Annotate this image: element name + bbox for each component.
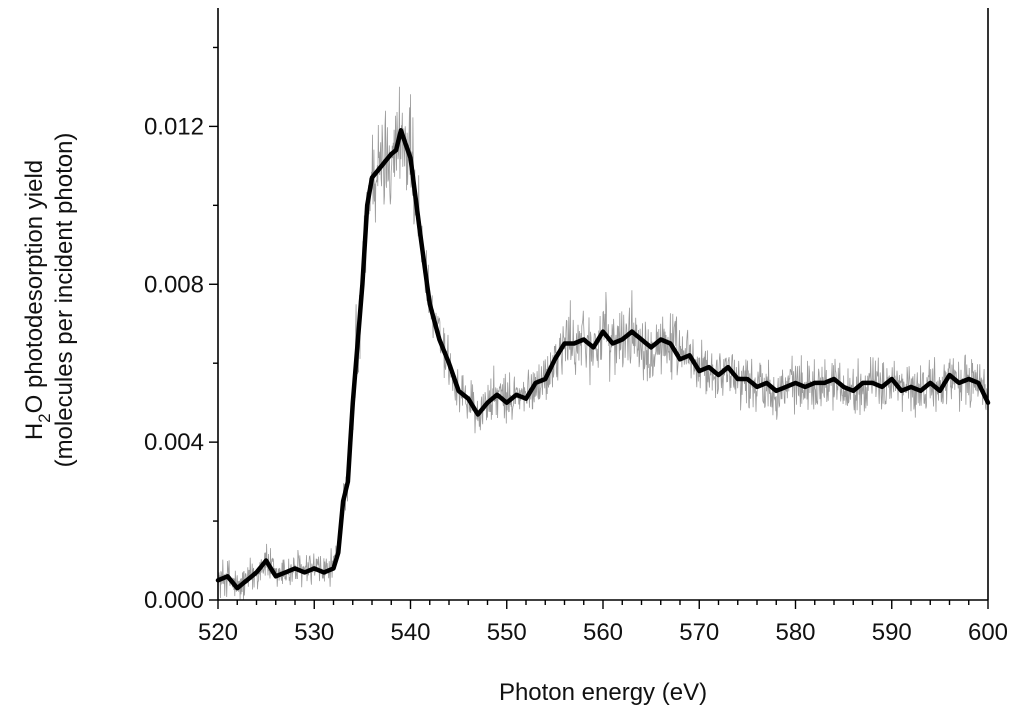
plot-frame [217, 8, 989, 601]
y-tick-label: 0.000 [144, 587, 204, 614]
y-axis-title-prefix: H [21, 423, 48, 440]
y-axis-title-subscript: 2 [35, 413, 54, 422]
y-axis-title-suffix: O photodesorption yield [21, 160, 48, 414]
x-tick-label: 570 [679, 619, 719, 646]
x-axis-title: Photon energy (eV) [499, 679, 707, 706]
smoothed-data-series [215, 128, 991, 591]
y-axis-title: H2O photodesorption yield (molecules per… [21, 133, 78, 468]
svg-text:H2O photodesorption yield: H2O photodesorption yield [21, 160, 54, 440]
y-tick-label: 0.004 [144, 429, 204, 456]
x-tick-label: 530 [294, 619, 334, 646]
x-tick-label: 520 [198, 619, 238, 646]
smoothed-data-line [215, 128, 991, 591]
x-axis-ticks: 520 530 540 550 560 570 580 590 600 [198, 600, 1008, 646]
x-tick-label: 560 [583, 619, 623, 646]
x-tick-label: 550 [487, 619, 527, 646]
y-tick-label: 0.008 [144, 271, 204, 298]
raw-data-line [217, 86, 989, 600]
y-axis-ticks: 0.000 0.004 0.008 0.012 [144, 46, 218, 614]
x-tick-label: 600 [968, 619, 1008, 646]
raw-data-series [217, 86, 989, 600]
x-tick-label: 590 [872, 619, 912, 646]
y-axis-title-line2: (molecules per incident photon) [51, 133, 78, 468]
y-tick-label: 0.012 [144, 113, 204, 140]
x-tick-label: 580 [775, 619, 815, 646]
x-tick-label: 540 [390, 619, 430, 646]
